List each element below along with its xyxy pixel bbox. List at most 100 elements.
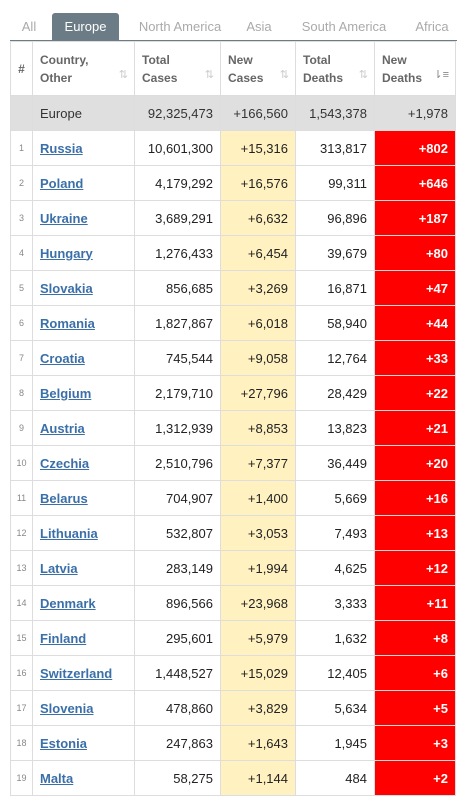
row-index: 12 xyxy=(10,515,33,551)
table-row: 15 Finland 295,601 +5,979 1,632 +8 xyxy=(10,620,456,656)
country-cell: Estonia xyxy=(32,725,135,761)
row-index: 11 xyxy=(10,480,33,516)
new-cases-cell: +6,454 xyxy=(220,235,296,271)
sort-arrows-icon[interactable]: ⇅ xyxy=(204,69,214,81)
total-cases-cell: 295,601 xyxy=(134,620,221,656)
total-cases-cell: 1,827,867 xyxy=(134,305,221,341)
total-deaths-cell: 36,449 xyxy=(295,445,375,481)
new-cases-cell: +9,058 xyxy=(220,340,296,376)
total-country: Europe xyxy=(32,95,135,131)
country-cell: Malta xyxy=(32,760,135,796)
header-total-cases[interactable]: Total Cases ⇅ xyxy=(134,41,221,96)
total-cases-cell: 745,544 xyxy=(134,340,221,376)
country-link[interactable]: Finland xyxy=(40,630,87,646)
sort-desc-icon[interactable]: ⇂≡ xyxy=(433,69,449,81)
new-deaths-cell: +33 xyxy=(374,340,456,376)
tab-asia[interactable]: Asia xyxy=(246,19,272,34)
country-link[interactable]: Slovenia xyxy=(40,700,94,716)
country-link[interactable]: Malta xyxy=(40,770,74,786)
new-deaths-cell: +12 xyxy=(374,550,456,586)
new-deaths-cell: +2 xyxy=(374,760,456,796)
new-deaths-cell: +11 xyxy=(374,585,456,621)
tab-north-america[interactable]: North America xyxy=(138,19,222,34)
header-index[interactable]: # xyxy=(10,41,33,96)
table-row: 10 Czechia 2,510,796 +7,377 36,449 +20 xyxy=(10,445,456,481)
tab-underline xyxy=(10,40,457,41)
row-index: 6 xyxy=(10,305,33,341)
header-row: # Country, Other ⇅ Total Cases ⇅ New Cases… xyxy=(10,41,456,96)
row-index: 1 xyxy=(10,130,33,166)
total-cases-cell: 532,807 xyxy=(134,515,221,551)
new-cases-cell: +23,968 xyxy=(220,585,296,621)
row-index: 13 xyxy=(10,550,33,586)
header-new-cases[interactable]: New Cases ⇅ xyxy=(220,41,296,96)
row-index: 3 xyxy=(10,200,33,236)
new-cases-cell: +1,144 xyxy=(220,760,296,796)
row-index: 5 xyxy=(10,270,33,306)
new-deaths-cell: +646 xyxy=(374,165,456,201)
new-cases-cell: +15,316 xyxy=(220,130,296,166)
country-cell: Poland xyxy=(32,165,135,201)
tab-all[interactable]: All xyxy=(21,19,37,34)
tab-europe[interactable]: Europe xyxy=(52,13,119,40)
total-deaths-cell: 4,625 xyxy=(295,550,375,586)
tab-south-america[interactable]: South America xyxy=(301,19,387,34)
table-row: 16 Switzerland 1,448,527 +15,029 12,405 +6 xyxy=(10,655,456,691)
country-link[interactable]: Poland xyxy=(40,175,84,191)
header-total-deaths[interactable]: Total Deaths ⇅ xyxy=(295,41,375,96)
sort-arrows-icon[interactable]: ⇅ xyxy=(118,69,128,81)
country-link[interactable]: Austria xyxy=(40,420,85,436)
country-cell: Denmark xyxy=(32,585,135,621)
country-link[interactable]: Slovakia xyxy=(40,280,93,296)
sort-arrows-icon[interactable]: ⇅ xyxy=(279,69,289,81)
new-cases-cell: +7,377 xyxy=(220,445,296,481)
header-new-deaths[interactable]: New Deaths ⇂≡ xyxy=(374,41,456,96)
total-cases-cell: 247,863 xyxy=(134,725,221,761)
table-row: 19 Malta 58,275 +1,144 484 +2 xyxy=(10,760,456,796)
row-index: 18 xyxy=(10,725,33,761)
country-link[interactable]: Belgium xyxy=(40,385,92,401)
header-new-deaths-label: New Deaths xyxy=(382,52,423,85)
country-link[interactable]: Switzerland xyxy=(40,665,113,681)
sort-arrows-icon[interactable]: ⇅ xyxy=(358,69,368,81)
header-index-label: # xyxy=(18,61,25,76)
new-deaths-cell: +80 xyxy=(374,235,456,271)
total-cases-cell: 3,689,291 xyxy=(134,200,221,236)
new-deaths-cell: +13 xyxy=(374,515,456,551)
country-link[interactable]: Romania xyxy=(40,315,95,331)
country-link[interactable]: Belarus xyxy=(40,490,88,506)
total-row: Europe 92,325,473 +166,560 1,543,378 +1,… xyxy=(10,95,456,131)
total-deaths-cell: 96,896 xyxy=(295,200,375,236)
country-link[interactable]: Croatia xyxy=(40,350,85,366)
total-deaths-cell: 313,817 xyxy=(295,130,375,166)
header-country[interactable]: Country, Other ⇅ xyxy=(32,41,135,96)
row-index: 19 xyxy=(10,760,33,796)
tab-africa[interactable]: Africa xyxy=(415,19,449,34)
total-cases-cell: 856,685 xyxy=(134,270,221,306)
row-index: 17 xyxy=(10,690,33,726)
country-link[interactable]: Estonia xyxy=(40,735,87,751)
country-cell: Slovakia xyxy=(32,270,135,306)
country-link[interactable]: Ukraine xyxy=(40,210,88,226)
country-link[interactable]: Denmark xyxy=(40,595,96,611)
country-link[interactable]: Czechia xyxy=(40,455,90,471)
table-row: 5 Slovakia 856,685 +3,269 16,871 +47 xyxy=(10,270,456,306)
table-row: 13 Latvia 283,149 +1,994 4,625 +12 xyxy=(10,550,456,586)
new-deaths-cell: +16 xyxy=(374,480,456,516)
total-deaths-cell: 16,871 xyxy=(295,270,375,306)
country-cell: Lithuania xyxy=(32,515,135,551)
country-link[interactable]: Hungary xyxy=(40,245,93,261)
new-cases-cell: +1,400 xyxy=(220,480,296,516)
country-link[interactable]: Russia xyxy=(40,140,83,156)
table-row: 3 Ukraine 3,689,291 +6,632 96,896 +187 xyxy=(10,200,456,236)
new-deaths-cell: +187 xyxy=(374,200,456,236)
new-deaths-cell: +802 xyxy=(374,130,456,166)
row-index: 14 xyxy=(10,585,33,621)
total-cases-cell: 2,179,710 xyxy=(134,375,221,411)
country-link[interactable]: Lithuania xyxy=(40,525,98,541)
table-row: 9 Austria 1,312,939 +8,853 13,823 +21 xyxy=(10,410,456,446)
country-cell: Russia xyxy=(32,130,135,166)
total-cases-cell: 283,149 xyxy=(134,550,221,586)
country-link[interactable]: Latvia xyxy=(40,560,78,576)
total-cases-cell: 2,510,796 xyxy=(134,445,221,481)
